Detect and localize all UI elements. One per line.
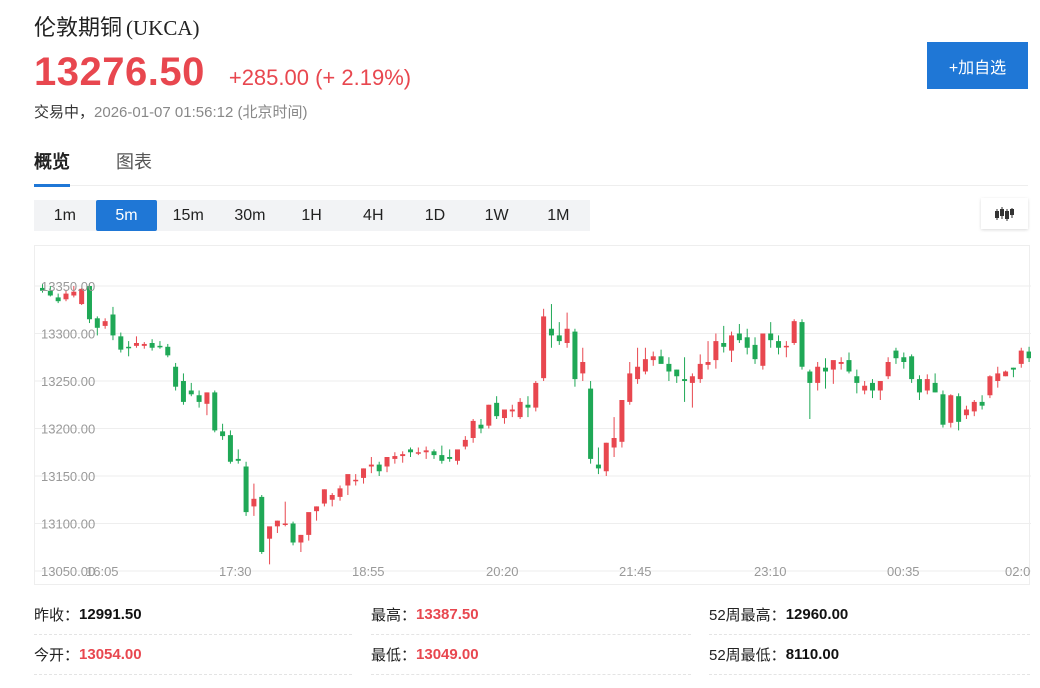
chart-canvas[interactable]: 13350.00 13300.00 13250.00 13200.00 13150.00… (35, 246, 1031, 586)
last-price: 13276.50 (34, 50, 205, 94)
svg-text:13250.00: 13250.00 (41, 374, 95, 389)
period-5m[interactable]: 5m (95, 200, 158, 231)
stat-low: 最低： 13049.00 (371, 635, 691, 675)
period-1w[interactable]: 1W (484, 206, 509, 224)
svg-text:13350.00: 13350.00 (41, 279, 95, 294)
svg-text:13100.00: 13100.00 (41, 517, 95, 532)
stat-label: 最低： (371, 647, 417, 664)
stat-52w-low: 52周最低： 8110.00 (709, 635, 1030, 675)
stat-label: 52周最高： (709, 607, 786, 624)
candlestick-icon (994, 206, 1014, 221)
period-4h[interactable]: 4H (363, 206, 384, 224)
svg-text:23:10: 23:10 (754, 564, 787, 579)
period-1m[interactable]: 1m (53, 206, 76, 224)
svg-text:20:20: 20:20 (486, 564, 519, 579)
svg-text:13150.00: 13150.00 (41, 469, 95, 484)
stat-value: 13049.00 (416, 646, 479, 663)
stat-open: 今开： 13054.00 (34, 635, 352, 675)
stat-high: 最高： 13387.50 (371, 595, 691, 635)
period-1mo[interactable]: 1M (547, 206, 570, 224)
instrument-code: (UKCA) (126, 16, 200, 40)
stat-value: 12960.00 (785, 606, 849, 623)
stat-prev-close: 昨收： 12991.50 (34, 595, 352, 635)
price-row: 13276.50 +285.00 (+ 2.19%) (34, 50, 411, 95)
svg-text:02:0: 02:0 (1005, 564, 1030, 579)
stat-value: 8110.00 (785, 646, 840, 663)
stat-52w-high: 52周最高： 12960.00 (709, 595, 1030, 635)
tab-chart[interactable]: 图表 (116, 152, 152, 172)
svg-text:00:35: 00:35 (887, 564, 920, 579)
period-1h[interactable]: 1H (301, 206, 322, 224)
period-30m[interactable]: 30m (234, 206, 266, 224)
instrument-name: 伦敦期铜 (34, 15, 123, 40)
status-label: 交易中， (34, 104, 95, 121)
candlestick-chart[interactable]: 13350.00 13300.00 13250.00 13200.00 13150.00… (34, 245, 1031, 586)
chart-type-button[interactable] (981, 198, 1028, 229)
svg-text:13300.00: 13300.00 (41, 327, 95, 342)
quote-timestamp: 2026-01-07 01:56:12 (94, 104, 234, 121)
trading-status: 交易中，2026-01-07 01:56:12 (北京时间) (34, 101, 307, 122)
period-1d[interactable]: 1D (424, 206, 446, 224)
svg-text:13050.00: 13050.00 (41, 564, 95, 579)
price-change: +285.00 (+ 2.19%) (228, 65, 412, 90)
stat-label: 今开： (34, 647, 80, 664)
stat-value: 13387.50 (416, 606, 479, 623)
stat-label: 52周最低： (709, 647, 786, 664)
svg-text:17:30: 17:30 (219, 564, 252, 579)
svg-text:18:55: 18:55 (352, 564, 385, 579)
tab-overview[interactable]: 概览 (34, 148, 70, 187)
svg-text:13200.00: 13200.00 (41, 422, 95, 437)
svg-text:16:05: 16:05 (86, 564, 119, 579)
stat-label: 昨收： (34, 607, 80, 624)
timezone-label: (北京时间) (237, 104, 308, 121)
stat-label: 最高： (371, 607, 417, 624)
stat-value: 12991.50 (79, 606, 142, 623)
period-15m[interactable]: 15m (172, 206, 204, 224)
add-to-watchlist-button[interactable]: +加自选 (927, 42, 1028, 89)
svg-text:21:45: 21:45 (619, 564, 652, 579)
tab-bar: 概览 图表 (34, 148, 1028, 187)
instrument-title: 伦敦期铜 (UKCA) (34, 10, 200, 42)
stat-value: 13054.00 (79, 646, 142, 663)
period-selector: 1m 5m 15m 30m 1H 4H 1D 1W 1M (34, 200, 590, 231)
